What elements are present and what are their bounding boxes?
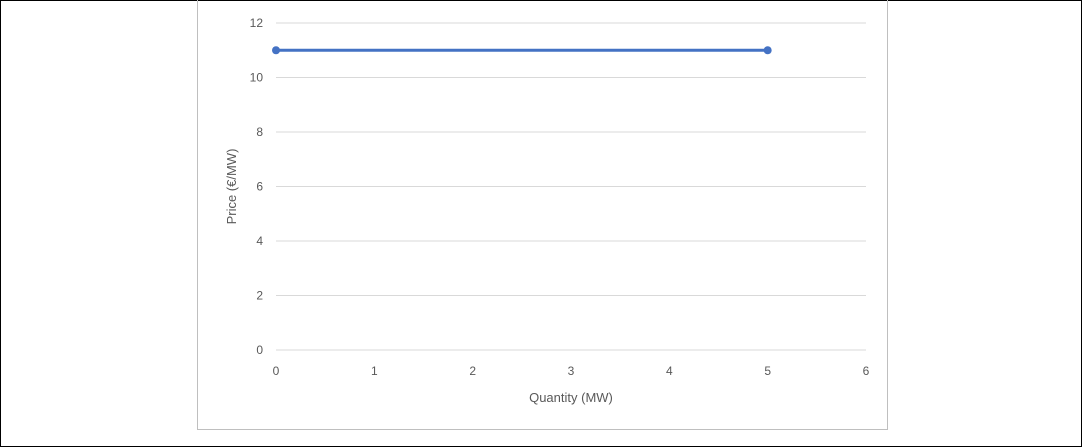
- series-layer: [272, 46, 772, 55]
- y-tick-label: 10: [250, 71, 264, 85]
- x-tick-label: 1: [371, 364, 378, 378]
- y-tick-label: 8: [256, 125, 263, 139]
- y-tick-label: 6: [256, 180, 263, 194]
- y-tick-label: 12: [250, 16, 264, 30]
- x-axis-ticks: 0 1 2 3 4 5 6: [273, 364, 870, 378]
- x-tick-label: 0: [273, 364, 280, 378]
- x-axis-title: Quantity (MW): [529, 390, 613, 405]
- gridlines: [276, 22, 866, 351]
- x-tick-label: 6: [863, 364, 870, 378]
- y-tick-label: 0: [256, 343, 263, 357]
- y-axis-ticks: 0 2 4 6 8 10 12: [250, 16, 264, 357]
- data-point: [272, 46, 280, 55]
- x-tick-label: 5: [764, 364, 771, 378]
- y-tick-label: 2: [256, 289, 263, 303]
- y-tick-label: 4: [256, 234, 263, 248]
- chart-area: [197, 0, 888, 430]
- y-axis-title: Price (€/MW): [224, 149, 239, 225]
- x-tick-label: 4: [666, 364, 673, 378]
- data-point: [763, 46, 772, 55]
- x-tick-label: 3: [568, 364, 575, 378]
- x-tick-label: 2: [469, 364, 476, 378]
